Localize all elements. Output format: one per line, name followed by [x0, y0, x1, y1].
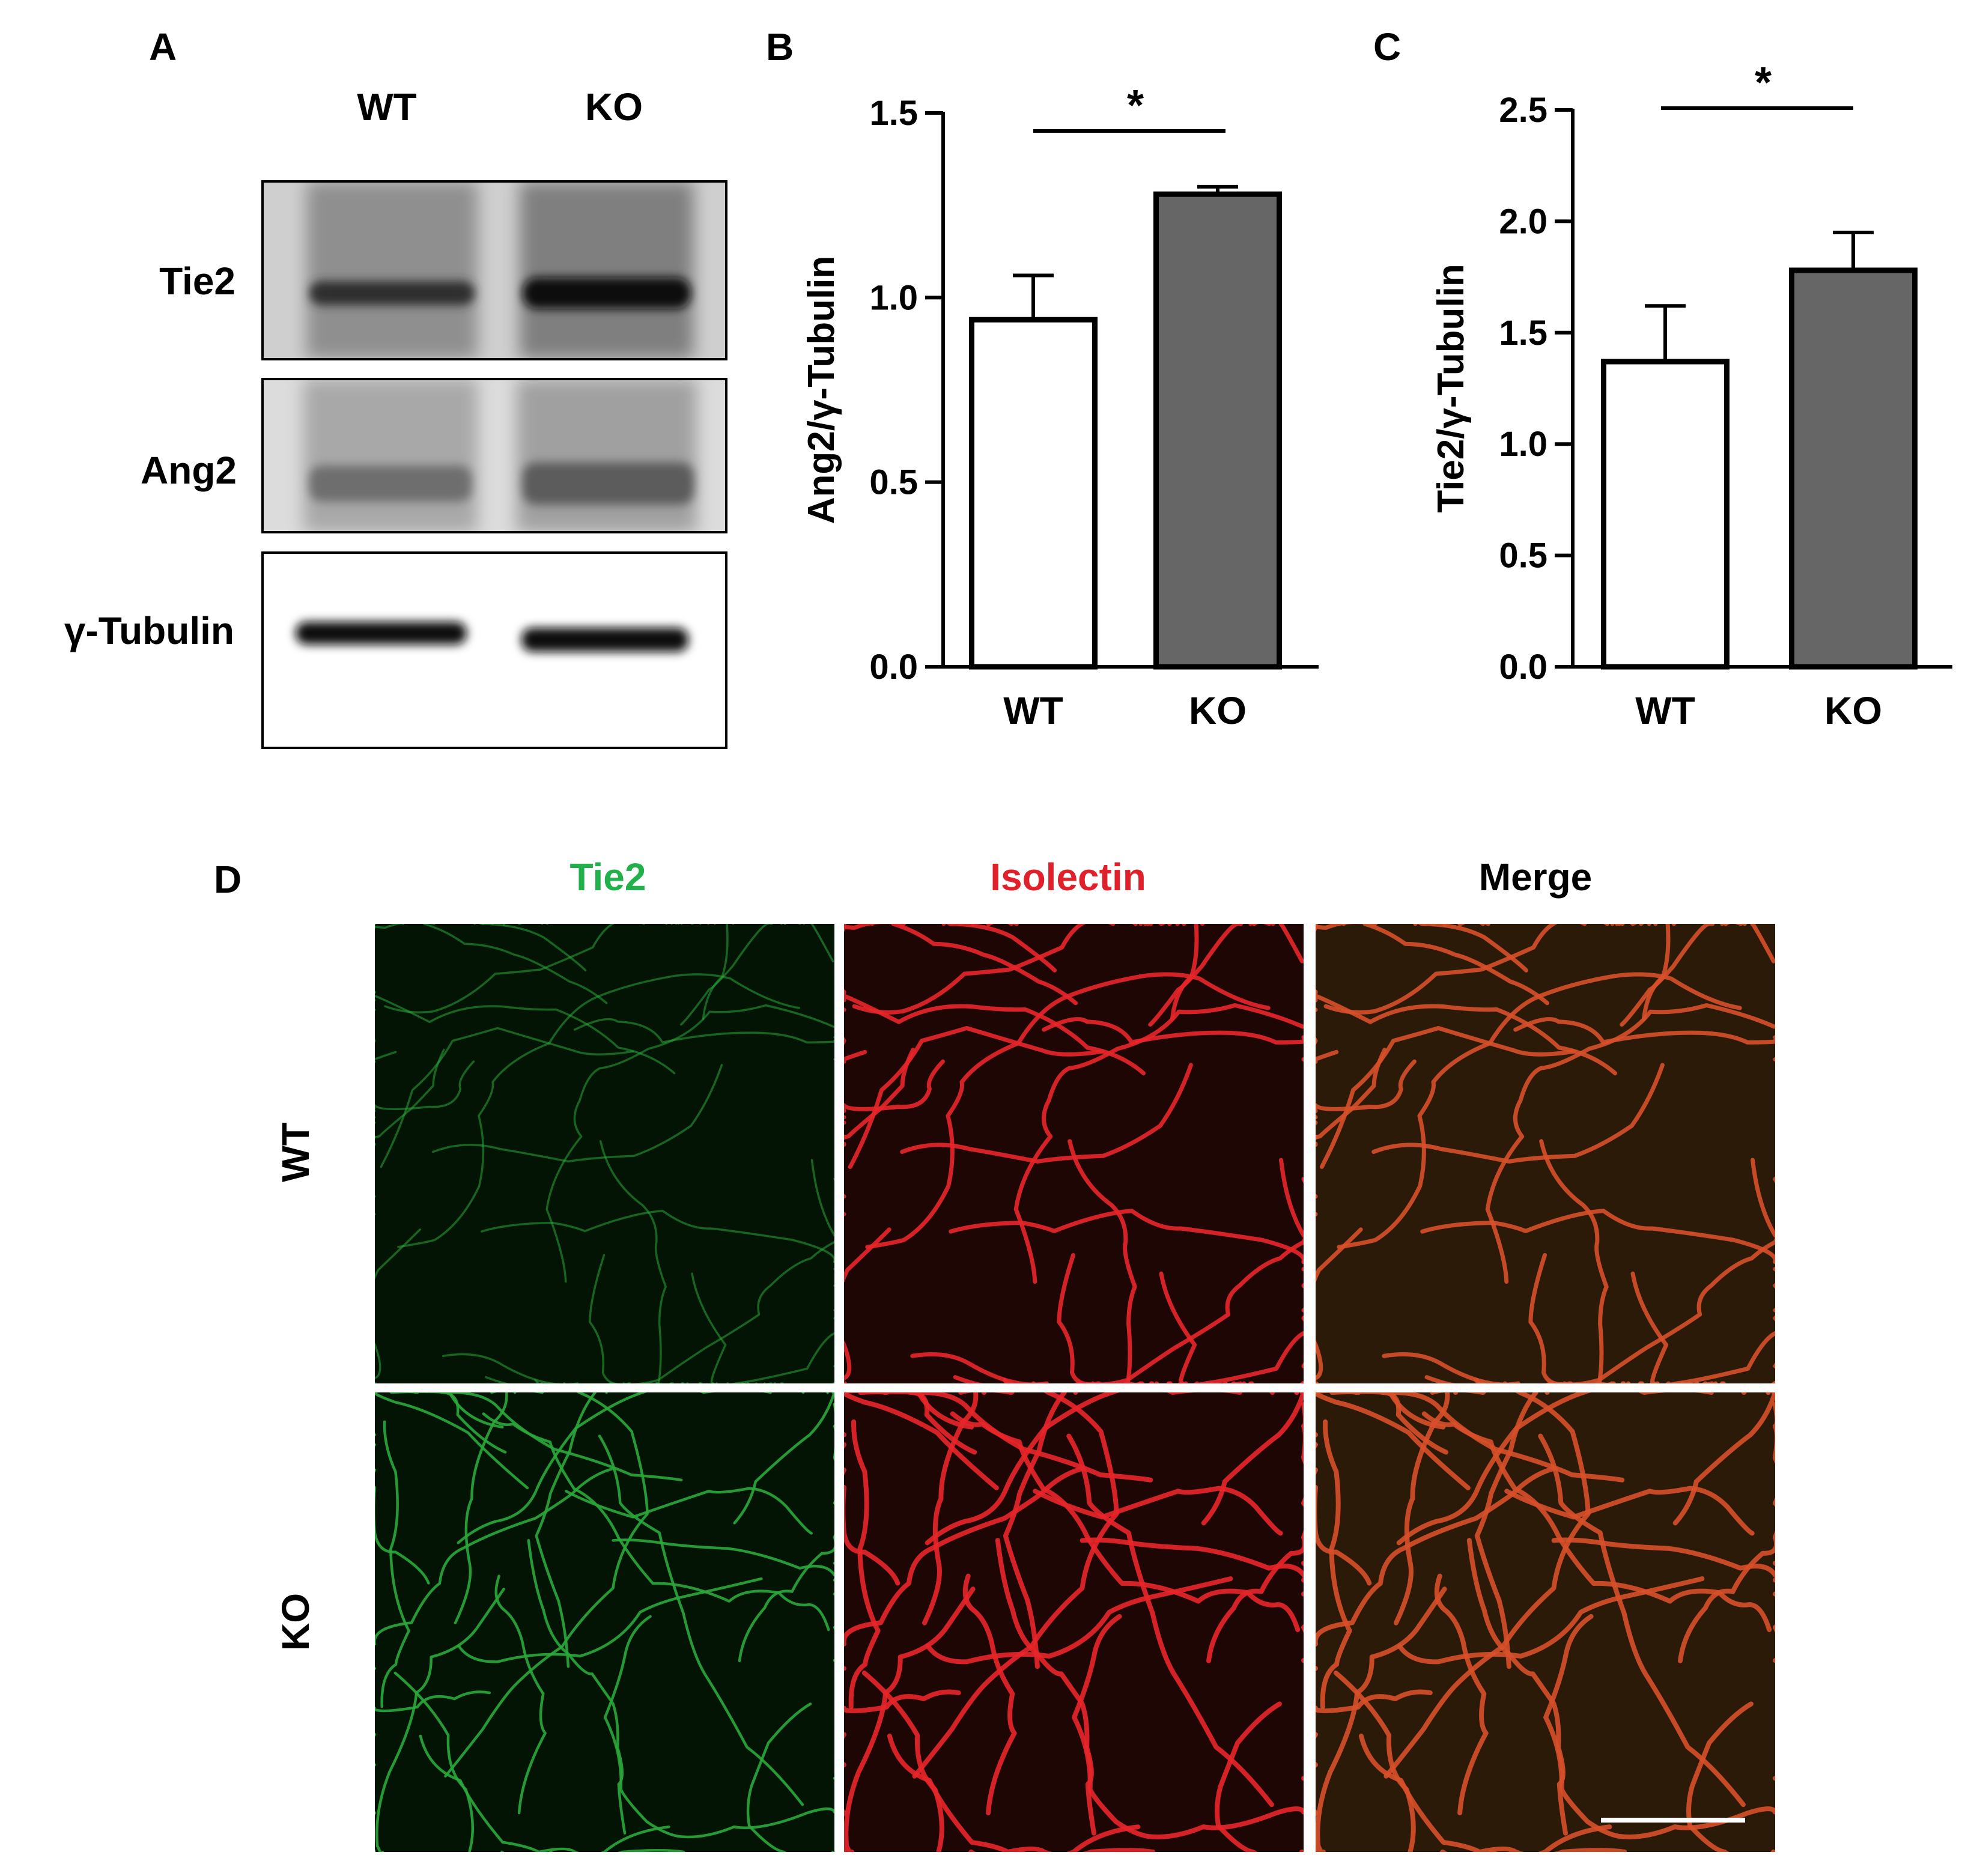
blot-image-ang2: [263, 379, 726, 532]
chart-b-xtick-label: WT: [1003, 689, 1063, 732]
chart-b-ylabel: Ang2/γ-Tubulin: [801, 256, 842, 524]
panel-label-d: D: [214, 858, 241, 901]
chart-b-bar-ko: [1153, 191, 1282, 670]
blot-image-tubulin: [263, 553, 726, 748]
chart-b-significance-star: *: [1127, 82, 1144, 130]
micro-tile-wt-merge: [1316, 924, 1775, 1383]
blot-image-tie2: [263, 181, 726, 359]
micro-col-label-isolectin: Isolectin: [990, 855, 1146, 899]
micro-row-label-ko: KO: [274, 1593, 317, 1651]
micro-tile-ko-tie2: [375, 1392, 834, 1852]
blot-row-label-tie2: Tie2: [159, 260, 235, 303]
chart-b-ytick-label: 0.0: [869, 648, 918, 687]
chart-c-ytick-label: 2.0: [1499, 202, 1547, 241]
chart-c-significance-star: *: [1755, 59, 1772, 107]
chart-c-xtick-label: KO: [1824, 689, 1882, 732]
micro-col-label-merge: Merge: [1479, 855, 1593, 899]
chart-c: 0.0 0.5 1.0 1.5 2.0 2.5 WT KO * Tie2/γ-Tubulin: [1430, 59, 1952, 732]
chart-b-ytick-label: 0.5: [869, 463, 918, 502]
chart-c-ytick-label: 2.5: [1499, 91, 1547, 130]
blot-lane-label-ko: KO: [585, 85, 643, 129]
chart-c-ytick-label: 0.0: [1499, 648, 1547, 687]
micro-tile-ko-isolectin: [844, 1392, 1304, 1852]
chart-c-ytick-label: 1.0: [1499, 425, 1547, 464]
blot-frame-tubulin: [261, 551, 727, 749]
chart-c-ylabel: Tie2/γ-Tubulin: [1430, 264, 1472, 513]
panel-label-c: C: [1373, 25, 1401, 68]
blot-row-label-ang2: Ang2: [141, 449, 237, 492]
blot-row-label-tubulin: γ-Tubulin: [64, 609, 234, 652]
chart-b: 0.0 0.5 1.0 1.5 WT KO * Ang2/γ-Tubulin: [801, 82, 1319, 732]
micro-row-label-wt: WT: [274, 1122, 317, 1182]
blot-frame-tie2: [261, 180, 727, 360]
chart-b-bar-wt: [969, 317, 1098, 670]
blot-lane-label-wt: WT: [357, 85, 417, 129]
chart-c-bar-wt: [1601, 359, 1730, 670]
micro-col-label-tie2: Tie2: [570, 855, 646, 899]
chart-b-xtick-label: KO: [1189, 689, 1247, 732]
micro-tile-wt-tie2: [375, 924, 834, 1383]
chart-b-ytick-label: 1.0: [869, 278, 918, 317]
panel-label-a: A: [149, 25, 177, 68]
chart-c-xtick-label: WT: [1635, 689, 1695, 732]
chart-c-ytick-label: 0.5: [1499, 536, 1547, 575]
chart-b-ytick-label: 1.5: [869, 94, 918, 133]
microscopy-grid: [375, 924, 1775, 1852]
chart-c-ytick-label: 1.5: [1499, 314, 1547, 353]
blot-frame-ang2: [261, 378, 727, 533]
micro-tile-ko-merge: [1316, 1392, 1775, 1852]
panel-label-b: B: [766, 25, 794, 68]
micro-tile-wt-isolectin: [844, 924, 1304, 1383]
chart-c-bar-ko: [1789, 267, 1918, 670]
